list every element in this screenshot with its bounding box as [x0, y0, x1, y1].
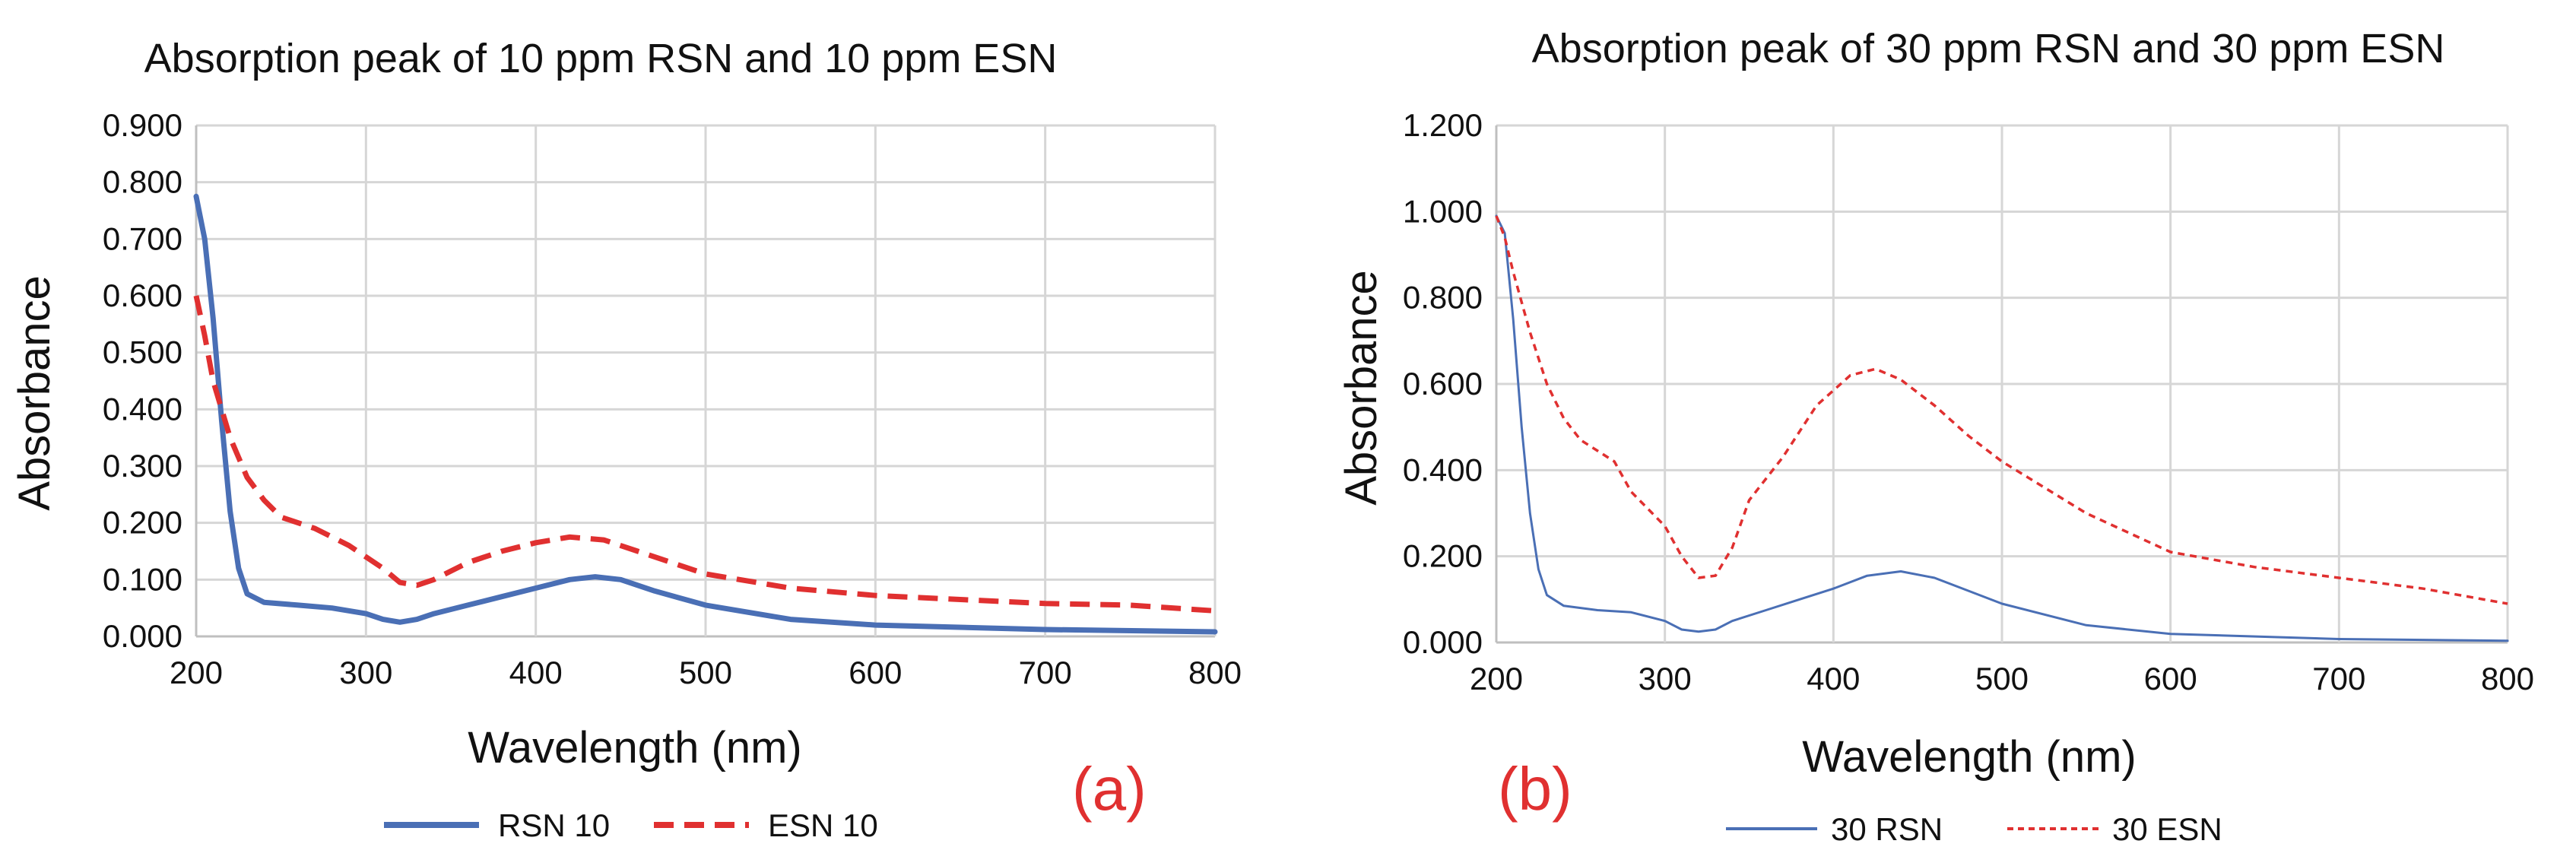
y-tick-label: 0.200 [1403, 538, 1483, 574]
chart-title: Absorption peak of 10 ppm RSN and 10 ppm… [144, 36, 1058, 81]
y-axis-label: Absorbance [10, 275, 59, 511]
x-tick-label: 500 [1975, 661, 2029, 696]
legend-label-esn-10: ESN 10 [768, 807, 878, 843]
y-tick-label: 0.000 [1403, 624, 1483, 660]
y-axis-label: Absorbance [1337, 270, 1386, 506]
y-tick-label: 0.300 [103, 448, 182, 484]
x-tick-label: 800 [2481, 661, 2534, 696]
x-tick-label: 600 [2144, 661, 2197, 696]
y-tick-label: 0.800 [103, 164, 182, 200]
legend-label-30-rsn: 30 RSN [1831, 811, 1943, 847]
x-tick-label: 400 [1807, 661, 1860, 696]
y-tick-label: 0.800 [1403, 280, 1483, 316]
y-tick-label: 0.100 [103, 561, 182, 597]
y-tick-label: 0.600 [1403, 366, 1483, 401]
gridlines [195, 124, 1217, 638]
y-tick-label: 0.400 [1403, 452, 1483, 487]
panel-label-a: (a) [1072, 755, 1147, 823]
y-tick-label: 1.200 [1403, 107, 1483, 143]
x-tick-label: 700 [2312, 661, 2365, 696]
series-line-esn-10 [193, 295, 1216, 614]
y-tick-label: 0.200 [103, 505, 182, 541]
x-axis-label: Wavelength (nm) [468, 723, 801, 772]
panel-label-b: (b) [1498, 755, 1572, 823]
y-tick-label: 0.500 [103, 335, 182, 370]
series-line-30-rsn [1495, 214, 2509, 642]
x-tick-label: 800 [1188, 655, 1242, 690]
x-tick-label: 300 [1639, 661, 1692, 696]
gridlines [1495, 124, 2509, 644]
series-lines [193, 193, 1218, 635]
x-tick-label: 300 [339, 655, 392, 690]
x-tick-label: 700 [1019, 655, 1072, 690]
legend: RSN 10 ESN 10 [384, 807, 878, 843]
y-tick-label: 0.700 [103, 220, 182, 256]
chart-title: Absorption peak of 30 ppm RSN and 30 ppm… [1532, 26, 2445, 71]
y-tick-label: 0.600 [103, 278, 182, 313]
chart-panel-b: Absorption peak of 30 ppm RSN and 30 ppm… [1337, 26, 2534, 847]
x-tick-label: 600 [849, 655, 902, 690]
chart-panel-a: Absorption peak of 10 ppm RSN and 10 ppm… [10, 36, 1242, 843]
x-tick-label: 400 [509, 655, 563, 690]
legend-label-30-esn: 30 ESN [2112, 811, 2222, 847]
y-tick-label: 1.000 [1403, 193, 1483, 229]
x-axis-label: Wavelength (nm) [1802, 732, 2136, 782]
legend-label-rsn-10: RSN 10 [498, 807, 610, 843]
tick-labels: 0.000 0.100 0.200 0.300 0.400 0.500 0.600 0.700… [103, 107, 1242, 690]
x-tick-label: 500 [679, 655, 732, 690]
legend: 30 RSN 30 ESN [1726, 811, 2222, 847]
y-tick-label: 0.900 [103, 107, 182, 143]
y-tick-label: 0.000 [103, 618, 182, 654]
x-tick-label: 200 [1470, 661, 1523, 696]
series-line-30-esn [1495, 215, 2508, 605]
x-tick-label: 200 [170, 655, 223, 690]
tick-labels: 0.000 0.200 0.400 0.600 0.800 1.000 1.200 200 30… [1403, 107, 2534, 696]
y-tick-label: 0.400 [103, 391, 182, 427]
series-lines [1495, 214, 2509, 642]
series-line-rsn-10 [193, 193, 1218, 635]
